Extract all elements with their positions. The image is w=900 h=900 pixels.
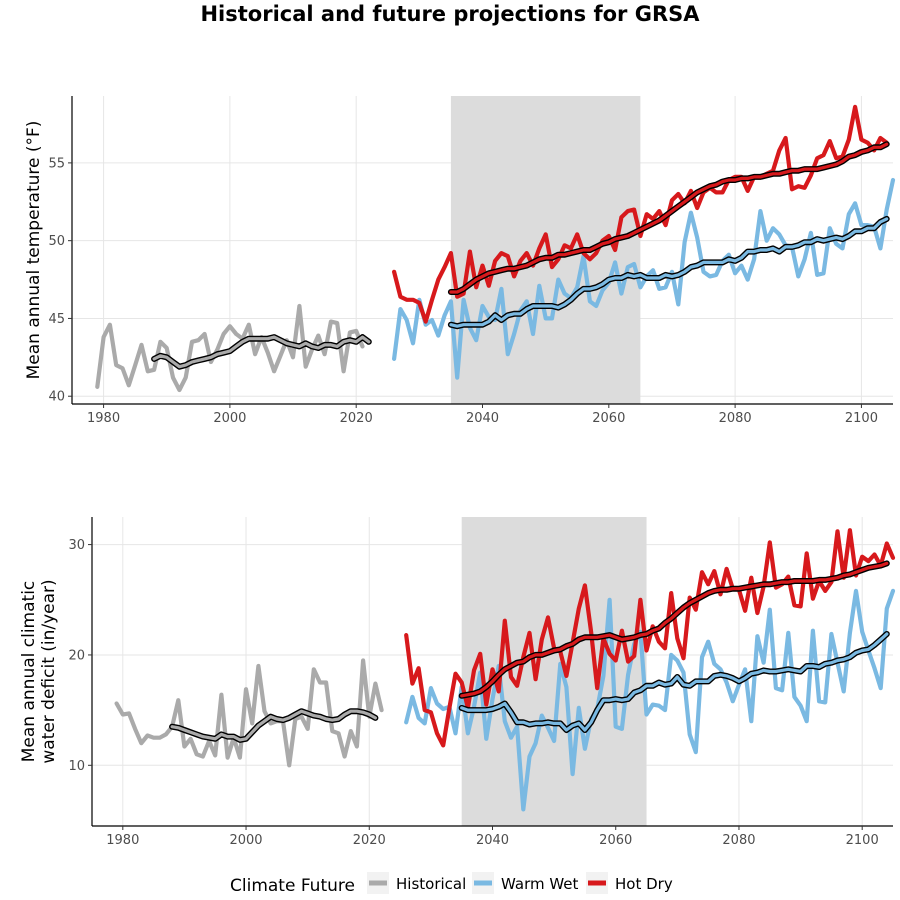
legend-title: Climate Future bbox=[230, 876, 355, 896]
shaded-period bbox=[450, 96, 641, 404]
series-line-hot-dry bbox=[404, 528, 896, 748]
x-tick-label: 2020 bbox=[353, 833, 386, 848]
series-line-warm-wet bbox=[404, 588, 896, 812]
legend-label-warm-wet: Warm Wet bbox=[501, 875, 579, 893]
legend-label-historical: Historical bbox=[396, 875, 466, 893]
x-tick-label: 2060 bbox=[599, 833, 632, 848]
smooth-line-hot-dry bbox=[460, 561, 889, 698]
chart-title: Historical and future projections for GR… bbox=[200, 2, 700, 26]
x-tick-label: 2060 bbox=[592, 411, 625, 426]
smooth-line-hot-dry bbox=[449, 142, 889, 294]
x-tick-label: 2100 bbox=[845, 411, 878, 426]
smooth-line-historical bbox=[152, 335, 371, 369]
smooth-line-historical bbox=[170, 709, 377, 742]
smooth-line-warm-wet bbox=[460, 632, 889, 732]
y-axis-title: Mean annual climaticwater deficit (in/ye… bbox=[19, 579, 59, 763]
x-tick-label: 2080 bbox=[722, 833, 755, 848]
series-line-historical bbox=[114, 658, 384, 768]
y-tick-label: 20 bbox=[68, 648, 85, 663]
y-tick-label: 30 bbox=[68, 538, 85, 553]
smooth-line-warm-wet bbox=[449, 217, 889, 328]
legend-label-hot-dry: Hot Dry bbox=[615, 875, 673, 893]
y-tick-label: 10 bbox=[68, 759, 85, 774]
y-tick-label: 50 bbox=[48, 234, 65, 249]
y-tick-label: 45 bbox=[48, 312, 65, 327]
water-deficit-panel: 1980 2000 2020 2040 2060 2080 2100 10 20 30 Mean a… bbox=[19, 517, 896, 848]
smooth-outline-historical bbox=[151, 334, 372, 370]
legend: Climate Future Historical Warm Wet Hot D… bbox=[230, 872, 673, 896]
x-tick-label: 2040 bbox=[476, 833, 509, 848]
series-line-hot-dry bbox=[392, 104, 889, 324]
y-axis-title: Mean annual temperature (°F) bbox=[24, 121, 44, 380]
x-tick-label: 2000 bbox=[229, 833, 262, 848]
x-tick-label: 2000 bbox=[213, 411, 246, 426]
y-axis-title-line: water deficit (in/year) bbox=[39, 579, 59, 763]
series-line-warm-wet bbox=[392, 177, 896, 380]
shaded-period bbox=[461, 517, 647, 826]
x-tick-label: 2040 bbox=[466, 411, 499, 426]
y-axis-title-line: Mean annual temperature (°F) bbox=[24, 121, 44, 380]
x-tick-label: 2080 bbox=[719, 411, 752, 426]
x-tick-label: 1980 bbox=[106, 833, 139, 848]
y-tick-label: 40 bbox=[48, 390, 65, 405]
y-axis-title-line: Mean annual climatic bbox=[19, 581, 39, 763]
series-line-historical bbox=[95, 303, 365, 393]
x-tick-label: 2100 bbox=[846, 833, 879, 848]
x-tick-label: 2020 bbox=[340, 411, 373, 426]
y-tick-label: 55 bbox=[48, 156, 65, 171]
temperature-panel: 1980 2000 2020 2040 2060 2080 2100 40 45 50 55 Mean… bbox=[24, 96, 896, 426]
x-tick-label: 1980 bbox=[87, 411, 120, 426]
